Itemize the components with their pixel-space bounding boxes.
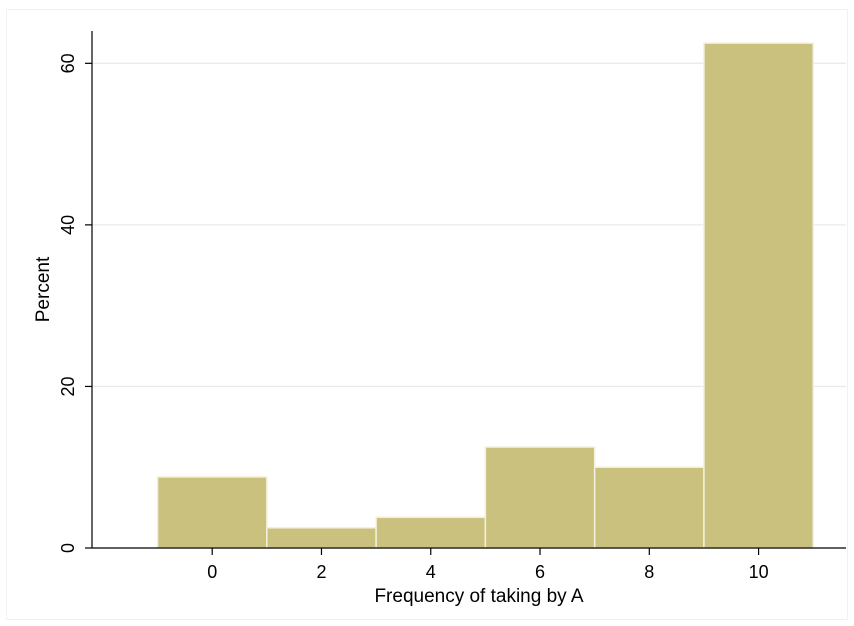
bar-2 (375, 516, 487, 549)
y-axis-title: Percent (33, 256, 54, 322)
y-tick-label-0: 0 (58, 543, 78, 553)
x-tick-label-8: 8 (644, 562, 654, 582)
plot-frame (6, 9, 848, 620)
x-axis-title: Frequency of taking by A (374, 586, 583, 607)
x-tick-label-10: 10 (749, 562, 769, 582)
x-tick-label-6: 6 (535, 562, 545, 582)
x-tick-label-0: 0 (207, 562, 217, 582)
bar-5 (703, 42, 814, 549)
bar-4 (593, 466, 705, 549)
y-ticks: 0 20 40 60 (58, 53, 92, 553)
y-tick-label-60: 60 (58, 53, 78, 73)
bar-3 (484, 446, 596, 549)
x-tick-label-4: 4 (426, 562, 436, 582)
axes (91, 31, 846, 549)
x-tick-label-2: 2 (316, 562, 326, 582)
bar-0 (156, 476, 268, 549)
x-ticks: 0 2 4 6 8 10 (207, 548, 769, 582)
y-tick-label-20: 20 (58, 376, 78, 396)
bars (156, 42, 814, 549)
y-tick-label-40: 40 (58, 215, 78, 235)
bar-1 (266, 527, 377, 549)
